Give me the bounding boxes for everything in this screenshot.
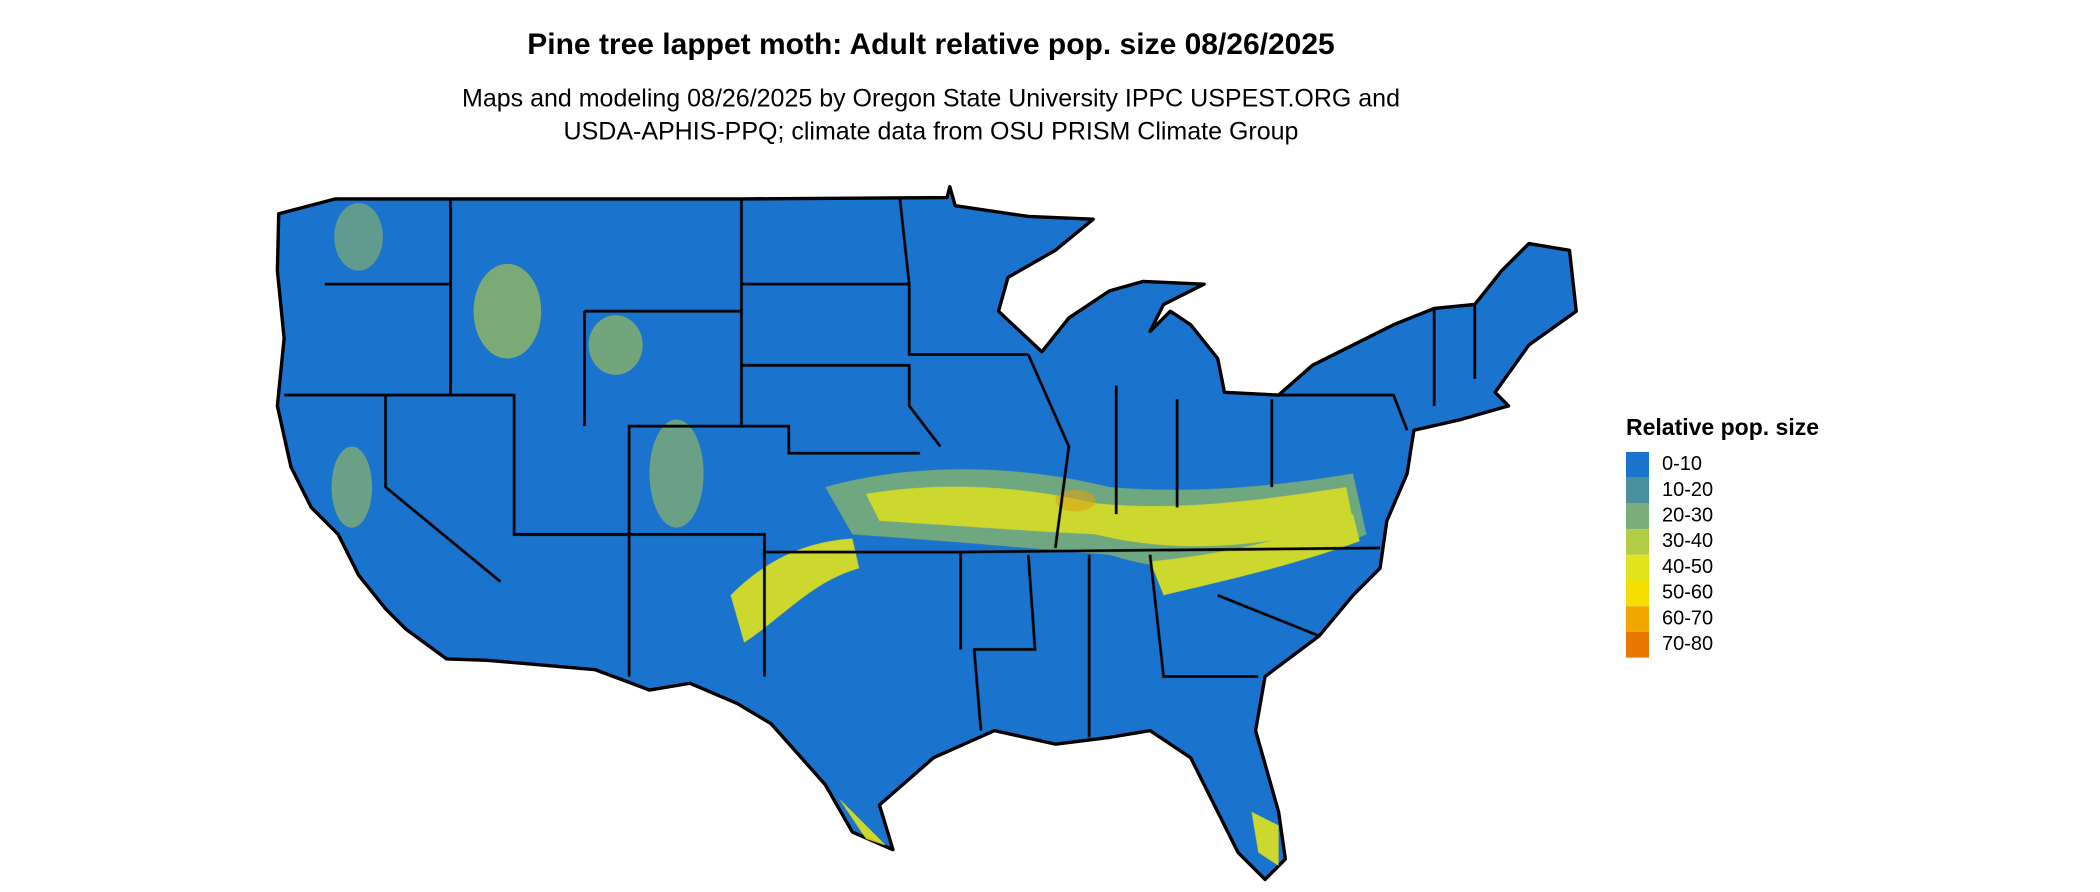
legend-swatch xyxy=(1626,529,1649,555)
subtitle: USDA-APHIS-PPQ; climate data from OSU PR… xyxy=(564,118,1299,146)
legend-swatch xyxy=(1626,452,1649,478)
legend-swatch xyxy=(1626,580,1649,607)
legend-label: 20-30 xyxy=(1662,505,1713,527)
legend-label: 40-50 xyxy=(1662,556,1713,578)
legend: Relative pop. size 0-10 10-20 20-30 30-40 40… xyxy=(1626,414,1819,658)
legend-swatch xyxy=(1626,606,1649,632)
title: Pine tree lappet moth: Adult relative po… xyxy=(527,28,1334,61)
legend-label: 0-10 xyxy=(1662,453,1702,475)
legend-label: 30-40 xyxy=(1662,530,1713,552)
legend-label: 70-80 xyxy=(1662,633,1713,655)
subtitle: Maps and modeling 08/26/2025 by Oregon S… xyxy=(462,85,1400,113)
legend-swatch xyxy=(1626,554,1649,581)
legend-swatch xyxy=(1626,631,1649,658)
legend-swatch xyxy=(1626,477,1649,504)
legend-label: 60-70 xyxy=(1662,607,1713,629)
state-borders xyxy=(284,197,1477,738)
legend-title: Relative pop. size xyxy=(1626,414,1819,440)
us-map xyxy=(275,185,1578,882)
population-patches xyxy=(331,202,1367,866)
legend-swatch xyxy=(1626,503,1649,530)
legend-label: 50-60 xyxy=(1662,582,1713,604)
legend-label: 10-20 xyxy=(1662,479,1713,501)
